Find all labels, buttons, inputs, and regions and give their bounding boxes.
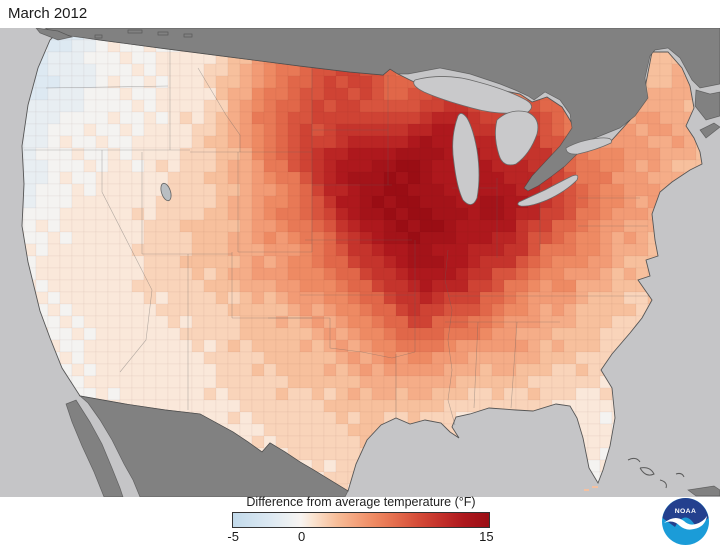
lake-huron xyxy=(495,110,539,166)
mexico-landmass xyxy=(78,395,349,497)
bahamas-islands xyxy=(627,457,685,489)
us-anomaly-map xyxy=(0,28,720,497)
map-title: March 2012 xyxy=(8,5,88,22)
legend-tick: 15 xyxy=(479,529,494,544)
canadian-maritime-islands xyxy=(35,28,720,139)
cuba-landmass xyxy=(687,485,720,497)
legend-title: Difference from average temperature (°F) xyxy=(246,495,476,509)
lake-superior xyxy=(413,76,532,114)
lake-michigan xyxy=(452,113,480,205)
canada-landmass xyxy=(44,28,720,192)
great-salt-lake xyxy=(160,182,172,202)
great-lakes xyxy=(413,76,612,207)
noaa-logo: NOAA xyxy=(662,498,709,545)
seagull-icon xyxy=(664,516,707,530)
legend-tick: -5 xyxy=(227,529,239,544)
florida-keys xyxy=(584,486,598,491)
lake-erie xyxy=(517,174,579,207)
state-borders xyxy=(24,48,650,426)
legend-tick: 0 xyxy=(298,529,306,544)
lake-ontario xyxy=(565,137,612,155)
legend-gradient-bar xyxy=(232,512,490,528)
noaa-logo-text: NOAA xyxy=(675,508,697,515)
baja-peninsula xyxy=(65,399,124,497)
legend-tick-labels: -5 0 15 xyxy=(227,529,494,545)
